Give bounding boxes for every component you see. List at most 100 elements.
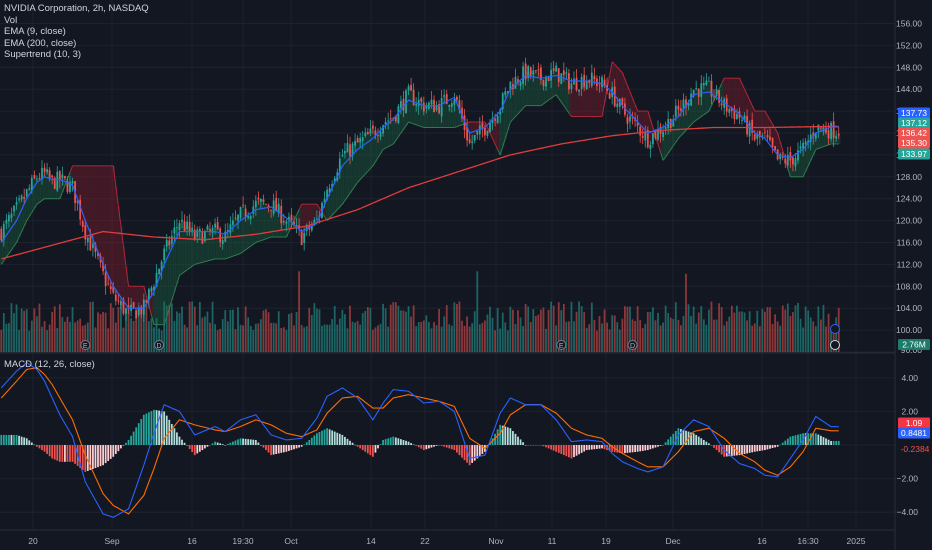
supertrend-line bbox=[258, 240, 262, 243]
candle-body bbox=[481, 123, 484, 130]
symbol-title[interactable]: NVIDIA Corporation, 2h, NASDAQ bbox=[4, 3, 149, 14]
candle-body bbox=[46, 169, 48, 173]
volume-bar bbox=[769, 307, 771, 352]
supertrend-line bbox=[721, 78, 725, 84]
supertrend-line bbox=[329, 214, 333, 219]
volume-bar bbox=[377, 325, 379, 352]
volume-bar bbox=[412, 305, 415, 352]
supertrend-fill bbox=[666, 123, 670, 154]
volume-bar bbox=[674, 302, 677, 352]
supertrend-line bbox=[209, 259, 213, 261]
supertrend-line bbox=[293, 214, 297, 221]
candle-body bbox=[532, 70, 535, 75]
time-axis[interactable]: 20 Sep 16 19:30 Oct 14 22 Nov 11 19 Dec 16 16:30 2025 bbox=[28, 536, 865, 546]
macd-histogram-bar bbox=[509, 428, 512, 446]
supertrend-fill bbox=[529, 71, 533, 106]
candle-body bbox=[140, 307, 143, 315]
macd-histogram-bar bbox=[114, 445, 117, 454]
volume-bar bbox=[807, 310, 810, 352]
supertrend-line bbox=[171, 291, 175, 301]
volume-bar bbox=[812, 321, 815, 352]
volume-bar bbox=[624, 306, 626, 352]
supertrend-line bbox=[341, 200, 346, 205]
supertrend-fill bbox=[669, 123, 673, 150]
macd-histogram-bar bbox=[23, 437, 26, 446]
candle-body bbox=[387, 120, 390, 122]
volume-bar bbox=[109, 303, 112, 352]
volume-bar bbox=[181, 306, 183, 352]
ema200-legend-label[interactable]: EMA (200, close) bbox=[4, 37, 77, 49]
macd-histogram-bar bbox=[186, 445, 188, 446]
candle-body bbox=[504, 91, 507, 95]
price-tick-label: 112.00 bbox=[897, 259, 923, 269]
candle-body bbox=[473, 135, 476, 141]
supertrend-fill bbox=[422, 107, 426, 128]
supertrend-line bbox=[260, 239, 264, 242]
volume-bar bbox=[313, 303, 316, 352]
main-legend[interactable]: NVIDIA Corporation, 2h, NASDAQ Vol EMA (… bbox=[4, 3, 149, 61]
candle-body bbox=[252, 206, 255, 214]
volume-bar bbox=[720, 307, 723, 352]
macd-histogram-bar bbox=[812, 433, 815, 446]
volume-bar bbox=[593, 319, 596, 352]
vol-legend-label[interactable]: Vol bbox=[4, 14, 18, 26]
supertrend-fill bbox=[618, 70, 622, 103]
volume-bar bbox=[748, 311, 751, 352]
volume-bar bbox=[835, 317, 838, 352]
supertrend-fill bbox=[33, 176, 36, 209]
price-axis[interactable]: 100.00 104.00 108.00 112.00 116.00 120.00 124.… bbox=[896, 18, 922, 517]
candle-body bbox=[501, 93, 504, 110]
candle-body bbox=[18, 198, 20, 200]
supertrend-fill bbox=[705, 82, 708, 113]
volume-bar bbox=[774, 314, 776, 352]
supertrend-fill bbox=[738, 78, 742, 115]
candle-body bbox=[64, 175, 66, 179]
volume-bar bbox=[33, 308, 36, 352]
ema9-legend-label[interactable]: EMA (9, close) bbox=[4, 26, 66, 37]
candle-body bbox=[494, 118, 496, 121]
supertrend-fill bbox=[610, 61, 614, 93]
supertrend-fill bbox=[458, 105, 462, 126]
macd-histogram-bar bbox=[417, 445, 420, 448]
candle-body bbox=[820, 127, 822, 129]
supertrend-fill bbox=[274, 204, 278, 238]
macd-histogram-bar bbox=[420, 445, 423, 449]
candle-body bbox=[10, 213, 13, 218]
time-tick-label: 19:30 bbox=[232, 536, 254, 546]
volume-bar bbox=[137, 302, 140, 352]
candle-body bbox=[43, 167, 46, 172]
candle-body bbox=[708, 80, 710, 82]
candle-body bbox=[112, 286, 115, 293]
supertrend-fill bbox=[124, 266, 128, 312]
volume-bar bbox=[97, 312, 99, 352]
macd-histogram-bar bbox=[252, 439, 255, 446]
candle-body bbox=[58, 171, 61, 181]
volume-bar bbox=[443, 316, 446, 352]
macd-histogram-bar bbox=[570, 445, 573, 459]
volume-bar bbox=[552, 305, 555, 352]
volume-bar bbox=[165, 305, 168, 352]
supertrend-fill bbox=[445, 99, 449, 128]
supertrend-line bbox=[28, 212, 33, 217]
supertrend-line bbox=[820, 146, 824, 149]
volume-bar bbox=[173, 320, 176, 352]
macd-histogram-bar bbox=[354, 444, 356, 446]
candle-body bbox=[573, 78, 575, 85]
supertrend-fill bbox=[453, 101, 456, 128]
macd-legend-label[interactable]: MACD (12, 26, close) bbox=[4, 359, 95, 370]
supertrend-fill bbox=[771, 124, 775, 143]
supertrend-fill bbox=[129, 286, 133, 308]
dividend-marker-circle bbox=[154, 340, 165, 350]
supertrend-fill bbox=[239, 212, 243, 254]
macd-histogram-bar bbox=[198, 445, 201, 452]
supertrend-fill bbox=[414, 104, 418, 125]
macd-histogram-bar bbox=[725, 445, 728, 457]
macd-histogram-bar bbox=[219, 443, 222, 446]
volume-bar bbox=[616, 322, 619, 352]
macd-histogram-bar bbox=[178, 436, 181, 446]
volume-bar bbox=[532, 309, 535, 352]
supertrend-legend-label[interactable]: Supertrend (10, 3) bbox=[4, 49, 82, 60]
macd-histogram-bar bbox=[738, 445, 741, 456]
